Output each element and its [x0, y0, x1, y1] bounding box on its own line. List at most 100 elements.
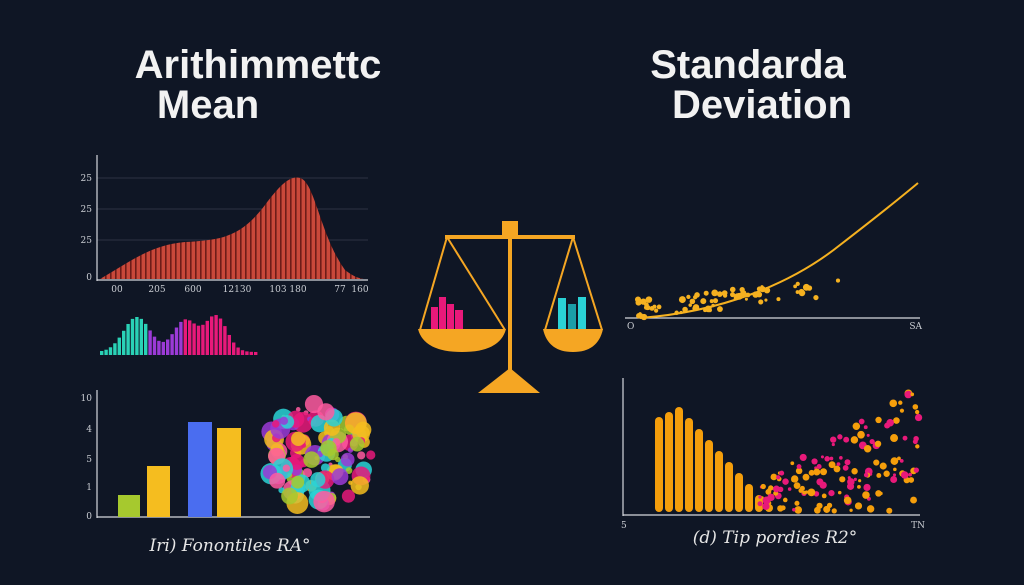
y-tick-label: 25: [81, 205, 93, 215]
dot: [875, 416, 882, 424]
bar: [675, 407, 683, 512]
bubble: [291, 431, 306, 447]
dot: [716, 291, 723, 297]
dot: [799, 453, 807, 461]
dot: [900, 471, 909, 479]
dot: [700, 298, 707, 305]
dot: [712, 298, 719, 304]
dot: [890, 476, 898, 483]
y-tick-label: 25: [81, 236, 93, 246]
bubble: [357, 451, 366, 460]
bubble: [350, 476, 369, 495]
y-tick-label: 0: [86, 512, 92, 522]
dot: [767, 488, 771, 492]
bar: [147, 466, 170, 517]
bar: [122, 330, 126, 355]
dot: [829, 456, 834, 461]
dot: [863, 472, 869, 478]
dot: [674, 310, 679, 316]
x-tick-label: 77: [334, 285, 346, 295]
dot: [686, 294, 691, 300]
bubble: [320, 463, 330, 473]
x-tick-label: 600: [184, 285, 201, 295]
dot: [876, 472, 882, 478]
dot: [792, 508, 796, 512]
y-tick-label: 4: [86, 425, 92, 435]
bubble: [302, 468, 313, 478]
dot: [869, 438, 875, 445]
dot: [898, 400, 903, 405]
bar: [117, 337, 121, 355]
y-tick-label: 5: [86, 455, 92, 465]
dot: [836, 462, 841, 467]
dot: [708, 306, 712, 310]
dot: [729, 286, 736, 293]
caption: Iri) Fonontiles RA°: [148, 536, 310, 556]
dot: [886, 418, 894, 427]
dot: [791, 475, 799, 483]
bubble: [291, 475, 305, 489]
dot: [915, 409, 920, 415]
bubble: [349, 436, 365, 452]
dot: [795, 467, 803, 475]
dot: [795, 281, 800, 286]
dot: [863, 483, 871, 492]
dot: [703, 290, 709, 296]
dot: [787, 487, 792, 491]
dot: [764, 298, 768, 302]
bubble: [295, 407, 301, 412]
bar: [118, 495, 140, 517]
bubble: [345, 467, 353, 475]
bubble-cluster: [260, 394, 376, 514]
dot: [853, 477, 857, 481]
dot: [730, 292, 736, 298]
dot: [711, 289, 719, 297]
dot: [831, 508, 837, 514]
dot: [866, 433, 870, 437]
dot: [858, 418, 865, 425]
bubble: [340, 452, 355, 467]
bubble: [272, 420, 280, 428]
balance-scale: [418, 221, 603, 393]
dot: [656, 304, 662, 310]
axis-label: O: [627, 322, 634, 332]
dot: [851, 468, 858, 475]
dot: [799, 485, 805, 491]
bar: [166, 339, 170, 355]
bar: [236, 347, 240, 355]
bar: [183, 319, 187, 355]
bar: [232, 342, 236, 355]
area: [100, 177, 365, 279]
dot: [773, 485, 780, 493]
dot: [776, 475, 781, 480]
bar: [245, 351, 249, 355]
dot: [831, 442, 835, 447]
title-line: Mean: [157, 83, 259, 127]
axis-label: 5: [621, 521, 627, 531]
dot: [863, 445, 872, 453]
bar: [126, 323, 130, 355]
bar: [188, 320, 192, 355]
dot: [793, 482, 801, 490]
dot: [760, 285, 764, 289]
dot: [899, 458, 904, 463]
dot: [758, 299, 764, 305]
bar: [192, 323, 196, 355]
dot: [709, 299, 714, 304]
dot: [849, 508, 853, 512]
dot: [711, 303, 715, 308]
bar: [130, 318, 135, 355]
bar: [735, 473, 743, 512]
dot: [839, 476, 846, 483]
dot: [857, 430, 865, 439]
bar: [148, 330, 152, 355]
dot: [654, 308, 659, 313]
dot: [858, 479, 862, 483]
dot: [844, 459, 851, 466]
bar: [218, 318, 223, 355]
dot: [837, 434, 843, 440]
dot: [893, 417, 900, 424]
bar: [161, 341, 165, 355]
dot: [692, 306, 696, 311]
dot: [915, 444, 920, 449]
